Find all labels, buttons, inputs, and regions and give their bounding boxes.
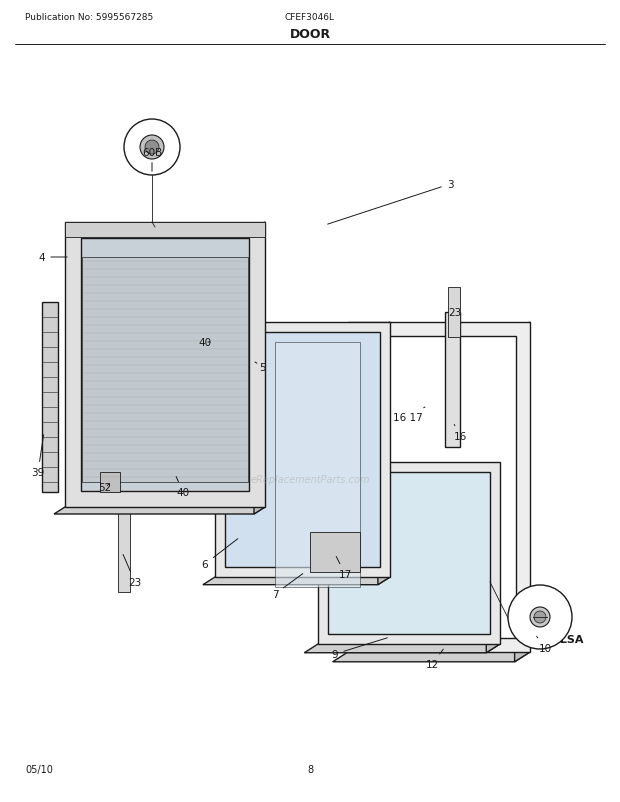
Polygon shape [195, 347, 290, 387]
Circle shape [534, 611, 546, 623]
Polygon shape [275, 342, 360, 587]
Text: DOOR: DOOR [290, 28, 330, 42]
Text: 3: 3 [327, 180, 453, 225]
Text: 16 17: 16 17 [393, 407, 425, 423]
Text: 12: 12 [425, 650, 443, 669]
Polygon shape [348, 322, 530, 652]
Polygon shape [54, 508, 265, 514]
Text: 7: 7 [272, 574, 303, 599]
Text: 8: 8 [307, 764, 313, 774]
Polygon shape [81, 239, 249, 492]
Polygon shape [328, 472, 490, 634]
Polygon shape [445, 313, 460, 448]
Text: Publication No: 5995567285: Publication No: 5995567285 [25, 14, 153, 22]
Polygon shape [332, 652, 530, 662]
Text: 23: 23 [448, 308, 462, 318]
Polygon shape [165, 468, 210, 477]
Polygon shape [42, 302, 58, 492]
Text: 4: 4 [38, 253, 67, 263]
Polygon shape [486, 463, 500, 653]
Text: 17: 17 [336, 557, 352, 579]
Polygon shape [310, 533, 360, 573]
Circle shape [124, 119, 180, 176]
Polygon shape [318, 463, 500, 644]
Text: 05/10: 05/10 [25, 764, 53, 774]
Polygon shape [82, 257, 248, 482]
Polygon shape [254, 223, 265, 514]
Polygon shape [195, 334, 240, 345]
Polygon shape [203, 577, 390, 585]
Text: 40: 40 [176, 477, 190, 497]
Text: 60B: 60B [142, 148, 162, 172]
Text: 40: 40 [198, 338, 211, 347]
Text: 9: 9 [332, 638, 388, 659]
Text: 6: 6 [202, 539, 238, 569]
Polygon shape [100, 472, 120, 492]
Polygon shape [65, 223, 265, 508]
Polygon shape [65, 223, 265, 237]
Text: 23: 23 [123, 555, 141, 587]
Polygon shape [215, 322, 390, 577]
Text: CFEF3046L: CFEF3046L [285, 14, 335, 22]
Text: 39: 39 [32, 435, 45, 477]
Text: 5: 5 [255, 363, 267, 373]
Polygon shape [304, 644, 500, 653]
Text: 10: 10 [537, 637, 552, 653]
Polygon shape [118, 512, 130, 592]
Polygon shape [225, 333, 380, 567]
Circle shape [140, 136, 164, 160]
Polygon shape [448, 288, 460, 338]
Circle shape [530, 607, 550, 627]
Polygon shape [378, 322, 390, 585]
Polygon shape [515, 322, 530, 662]
Text: DFFEF3050LSA: DFFEF3050LSA [490, 634, 583, 644]
Text: 52: 52 [99, 482, 112, 492]
Polygon shape [362, 337, 516, 638]
Circle shape [508, 585, 572, 649]
Circle shape [145, 141, 159, 155]
Text: 16: 16 [453, 425, 467, 441]
Text: eReplacementParts.com: eReplacementParts.com [250, 475, 370, 484]
